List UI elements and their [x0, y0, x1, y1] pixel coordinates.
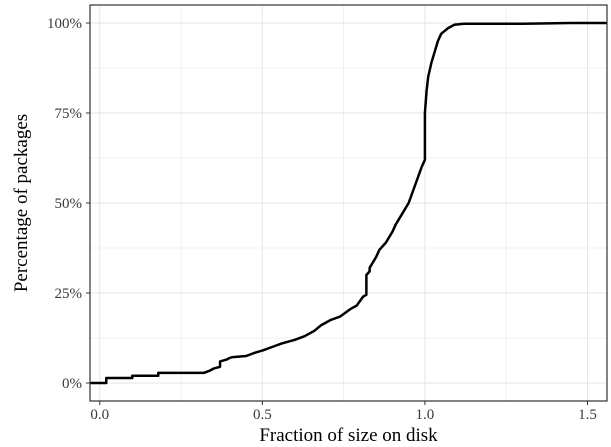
y-tick-label: 50% [55, 196, 83, 212]
y-axis-title: Percentage of packages [11, 114, 32, 292]
y-tick-label: 75% [55, 106, 83, 122]
ecdf-series-line [90, 21, 607, 385]
x-tick-label: 0.0 [90, 407, 109, 423]
x-tick-label: 0.5 [253, 407, 272, 423]
y-tick-label: 100% [47, 16, 82, 32]
x-axis-title: Fraction of size on disk [259, 425, 438, 446]
x-tick-label: 1.5 [578, 407, 597, 423]
y-tick-label: 25% [55, 286, 83, 302]
x-tick-label: 1.0 [416, 407, 435, 423]
grid-layer [90, 5, 607, 401]
y-tick-label: 0% [62, 376, 82, 392]
x-axis-ticks: 0.0 0.5 1.0 1.5 [90, 401, 597, 423]
plot-area [90, 21, 607, 385]
y-axis-ticks: 0% 25% 50% 75% 100% [47, 16, 90, 392]
